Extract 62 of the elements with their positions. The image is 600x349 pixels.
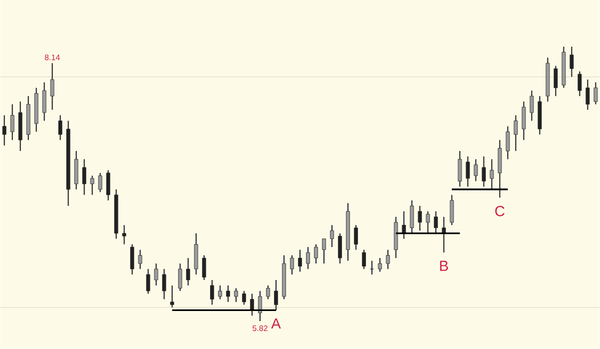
candlestick <box>258 290 262 322</box>
candlestick <box>586 79 590 111</box>
candlestick <box>266 285 270 300</box>
candlestick <box>138 249 142 270</box>
candlestick <box>2 114 6 146</box>
candlestick <box>482 156 486 188</box>
candlestick <box>578 71 582 97</box>
candlestick <box>58 114 62 141</box>
candlestick <box>98 172 102 193</box>
candlestick <box>154 263 158 286</box>
candlestick <box>170 285 174 308</box>
candlestick <box>434 211 438 234</box>
candlestick <box>466 156 470 188</box>
candlestick <box>50 62 54 111</box>
candlestick <box>338 232 342 264</box>
candlestick <box>130 244 134 276</box>
candlestick <box>298 249 302 272</box>
candlestick <box>162 268 166 300</box>
candlestick <box>506 126 510 160</box>
candlestick <box>458 150 462 188</box>
candlestick <box>554 66 558 97</box>
candlestick <box>330 224 334 248</box>
candlestick <box>226 285 230 303</box>
candlestick <box>202 254 206 281</box>
candlestick <box>418 206 422 232</box>
candlestick <box>530 90 534 122</box>
candlestick <box>250 293 254 316</box>
annotation: C <box>495 206 505 216</box>
candlestick <box>514 114 518 152</box>
candlestick <box>426 211 430 234</box>
candlestick <box>450 194 454 226</box>
candlestick <box>10 104 14 141</box>
candlestick <box>146 268 150 294</box>
candlestick <box>218 285 222 300</box>
candlestick <box>234 288 238 303</box>
candlestick <box>594 82 598 106</box>
candlestick <box>354 224 358 251</box>
candlestick <box>274 280 278 311</box>
candlestick <box>122 224 126 246</box>
candlestick <box>490 158 494 190</box>
candlestick <box>186 258 190 286</box>
candlestick <box>322 238 326 264</box>
annotation: B <box>440 260 448 272</box>
candlestick <box>410 200 414 234</box>
candlestick <box>474 158 478 182</box>
candlestick <box>362 249 366 270</box>
candlestick <box>314 244 318 264</box>
candlestick <box>90 175 94 196</box>
candlestick <box>306 246 310 270</box>
candlestick <box>42 82 46 122</box>
candlestick <box>178 263 182 292</box>
candlestick <box>522 101 526 141</box>
candlestick <box>242 290 246 306</box>
candlestick <box>290 254 294 276</box>
candlestick <box>106 170 110 202</box>
annotation: A <box>271 318 281 329</box>
candlestick <box>210 280 214 306</box>
candlestick <box>370 260 374 276</box>
candlestick <box>570 46 574 78</box>
candlestick <box>378 258 382 272</box>
candlestick <box>82 158 86 196</box>
candlestick <box>386 249 390 270</box>
